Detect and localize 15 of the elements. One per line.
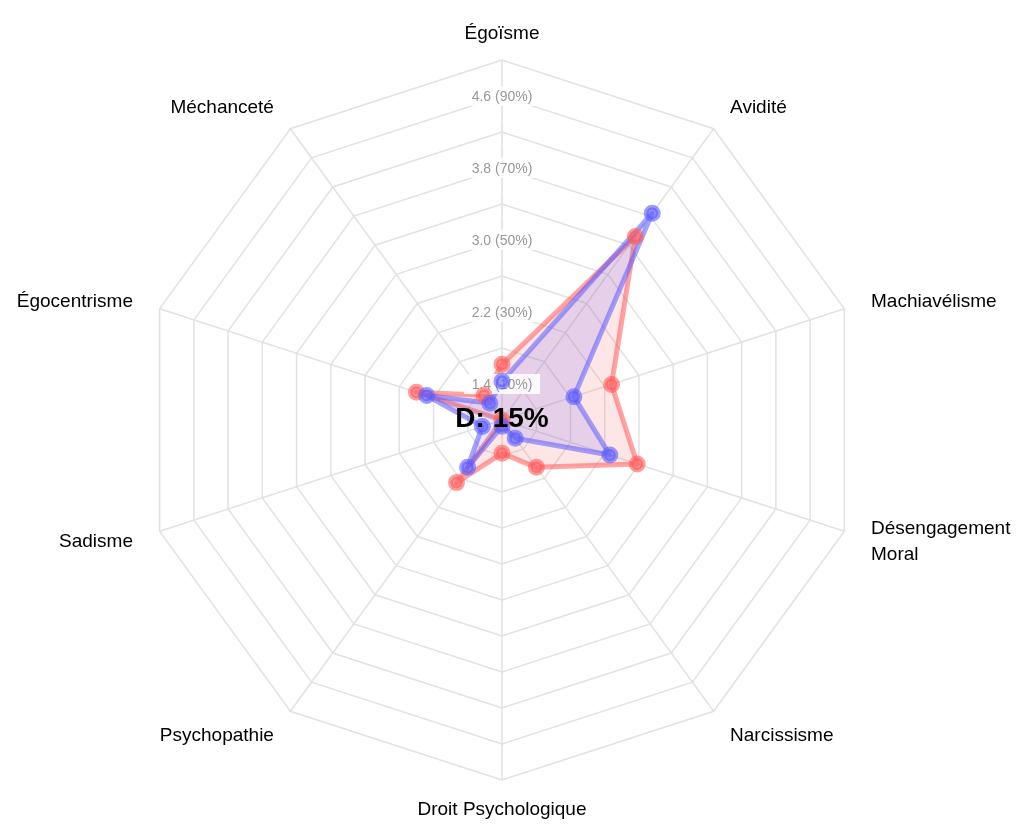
spoke-label: Narcissisme	[730, 723, 834, 745]
spoke-label: Égocentrisme	[16, 290, 133, 312]
y-tick-label: 4.6 (90%)	[471, 88, 533, 104]
y-tick-label: 3.0 (50%)	[471, 232, 533, 248]
spoke-label: Sadisme	[59, 529, 133, 551]
y-tick-label: 3.8 (70%)	[471, 160, 533, 176]
y-tick-label: 2.2 (30%)	[471, 304, 533, 320]
spoke-label: Machiavélisme	[871, 290, 997, 312]
text: D: 15%	[454, 402, 550, 434]
spoke-label: Psychopathie	[159, 723, 274, 745]
spoke-label: Méchanceté	[170, 96, 274, 118]
spoke-label: Droit Psychologique	[417, 798, 587, 819]
spoke-label: Égoïsme	[464, 22, 540, 43]
spoke-label: Avidité	[730, 96, 787, 118]
spoke-label: Désengagement Moral	[871, 516, 1012, 564]
